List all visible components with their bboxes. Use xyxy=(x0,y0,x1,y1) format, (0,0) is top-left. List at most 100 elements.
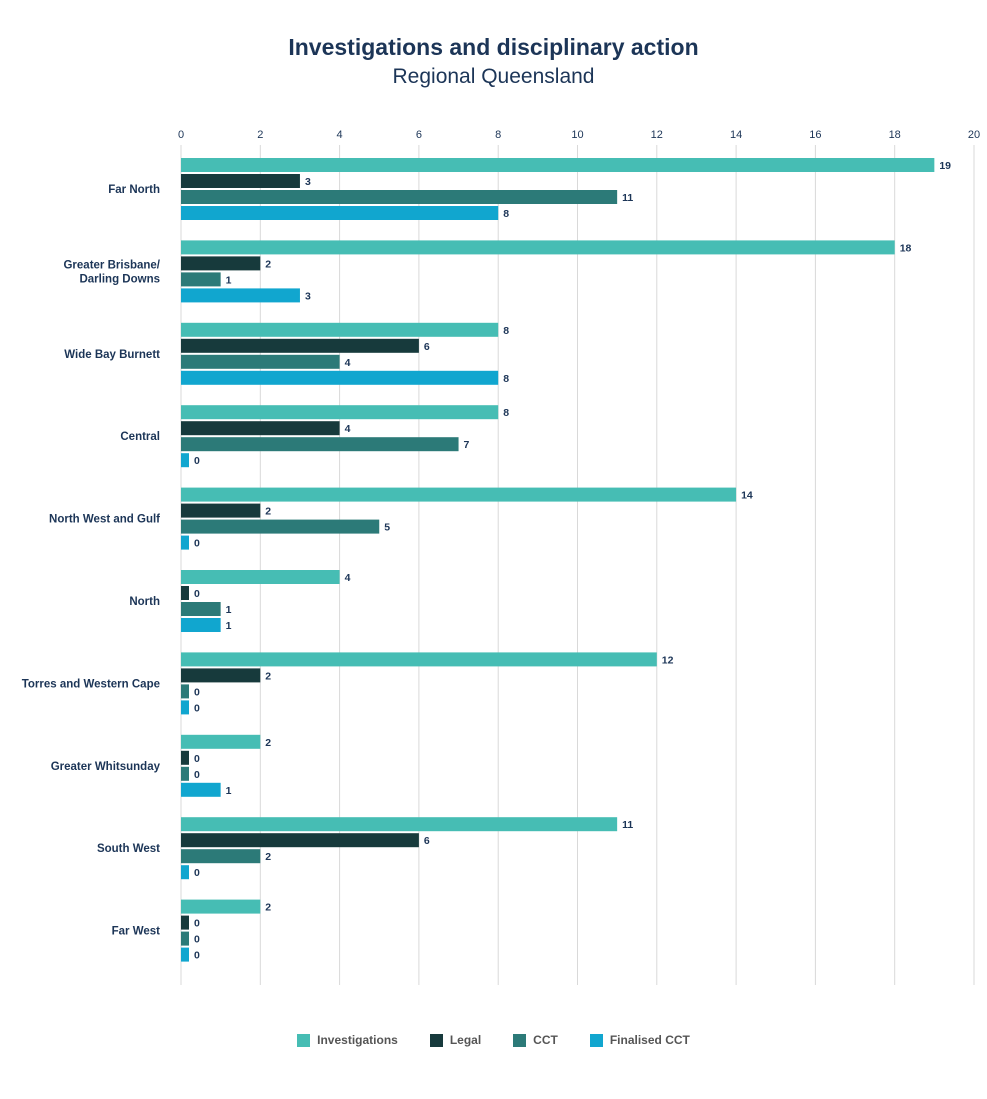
data-label: 8 xyxy=(503,407,509,419)
x-tick-label: 0 xyxy=(178,129,184,141)
chart-title: Investigations and disciplinary action xyxy=(288,34,699,60)
data-label: 3 xyxy=(305,290,311,302)
bar xyxy=(181,174,300,188)
legend-label: CCT xyxy=(533,1033,558,1047)
data-label: 2 xyxy=(265,737,271,749)
category-label: South West xyxy=(97,843,160,855)
chart-legend: Investigations Legal CCT Finalised CCT xyxy=(0,1033,987,1047)
legend-item: Legal xyxy=(429,1033,482,1047)
data-label: 0 xyxy=(194,769,200,781)
x-tick-label: 6 xyxy=(416,129,422,141)
bar xyxy=(181,206,499,220)
bar xyxy=(181,405,499,420)
data-label: 4 xyxy=(345,572,351,584)
bar xyxy=(181,931,189,946)
bar xyxy=(181,535,189,550)
data-label: 2 xyxy=(265,670,271,682)
bar xyxy=(181,684,189,699)
bar xyxy=(181,849,261,864)
bar xyxy=(181,734,261,749)
bar xyxy=(181,899,261,914)
bar xyxy=(181,322,499,337)
data-label: 19 xyxy=(939,160,951,172)
category-label: Torres and Western Cape xyxy=(22,678,160,690)
bar xyxy=(181,190,618,204)
data-label: 6 xyxy=(424,835,430,847)
bar xyxy=(181,915,189,930)
legend-item: Investigations xyxy=(297,1033,398,1047)
legend-label: Legal xyxy=(449,1033,482,1047)
data-label: 5 xyxy=(384,522,390,534)
bar xyxy=(181,750,189,765)
data-label: 11 xyxy=(622,819,633,831)
bar xyxy=(181,766,189,781)
data-label: 1 xyxy=(226,620,232,632)
category-label: Wide Bay Burnett xyxy=(64,349,160,361)
legend-item: Finalised CCT xyxy=(589,1033,690,1047)
data-label: 7 xyxy=(464,439,470,451)
data-label: 0 xyxy=(194,538,200,550)
bar xyxy=(181,503,261,518)
bar xyxy=(181,240,895,255)
data-label: 2 xyxy=(265,258,271,270)
bar xyxy=(181,421,340,436)
data-label: 8 xyxy=(503,373,509,385)
data-label: 0 xyxy=(194,753,200,765)
data-label: 1 xyxy=(226,785,232,797)
category-label: Far West xyxy=(112,926,161,938)
bar xyxy=(181,158,935,172)
x-tick-label: 14 xyxy=(730,129,742,141)
data-label: 2 xyxy=(265,851,271,863)
bar xyxy=(181,782,221,797)
bar xyxy=(181,668,261,683)
data-label: 2 xyxy=(265,902,271,914)
x-tick-label: 2 xyxy=(257,129,263,141)
data-label: 0 xyxy=(194,588,200,600)
data-label: 0 xyxy=(194,686,200,698)
category-label: Darling Downs xyxy=(79,273,160,285)
data-label: 4 xyxy=(345,357,351,369)
legend-swatch xyxy=(513,1033,527,1047)
category-label: Greater Whitsunday xyxy=(51,761,161,773)
data-label: 0 xyxy=(194,918,200,930)
legend-swatch xyxy=(429,1033,443,1047)
data-label: 2 xyxy=(265,506,271,518)
x-tick-label: 18 xyxy=(889,129,901,141)
data-label: 14 xyxy=(741,490,753,502)
legend-swatch xyxy=(589,1033,603,1047)
bar xyxy=(181,700,189,715)
bar xyxy=(181,618,221,632)
data-label: 8 xyxy=(503,208,509,220)
category-label: Central xyxy=(120,431,160,443)
x-tick-label: 10 xyxy=(571,129,583,141)
bar xyxy=(181,586,189,600)
data-label: 18 xyxy=(900,242,912,254)
data-label: 0 xyxy=(194,950,200,962)
bar xyxy=(181,288,300,303)
bar xyxy=(181,519,380,534)
bar xyxy=(181,865,189,880)
bar xyxy=(181,338,419,353)
legend-item: CCT xyxy=(513,1033,558,1047)
data-label: 12 xyxy=(662,654,674,666)
category-label: North West and Gulf xyxy=(49,514,160,526)
bar xyxy=(181,370,499,385)
x-tick-label: 4 xyxy=(337,129,343,141)
bar xyxy=(181,453,189,468)
data-label: 0 xyxy=(194,702,200,714)
data-label: 0 xyxy=(194,934,200,946)
data-label: 1 xyxy=(226,274,232,286)
legend-label: Finalised CCT xyxy=(609,1033,690,1047)
data-label: 8 xyxy=(503,325,509,337)
bar xyxy=(181,652,657,667)
data-label: 0 xyxy=(194,455,200,467)
bar xyxy=(181,570,340,584)
legend-swatch xyxy=(297,1033,311,1047)
data-label: 4 xyxy=(345,423,351,435)
data-label: 11 xyxy=(622,192,633,204)
category-label: Greater Brisbane/ xyxy=(63,259,160,271)
x-tick-label: 8 xyxy=(495,129,501,141)
bar xyxy=(181,256,261,271)
bar xyxy=(181,354,340,369)
bar xyxy=(181,602,221,616)
